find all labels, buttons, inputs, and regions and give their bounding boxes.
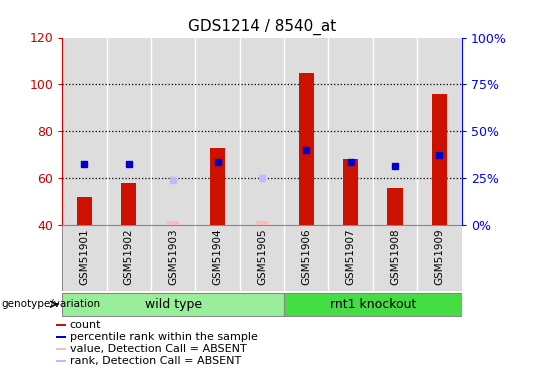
Text: GSM51904: GSM51904 bbox=[213, 228, 222, 285]
Text: GSM51902: GSM51902 bbox=[124, 228, 134, 285]
Text: GSM51908: GSM51908 bbox=[390, 228, 400, 285]
Text: GSM51909: GSM51909 bbox=[435, 228, 444, 285]
Bar bbox=[56, 348, 65, 350]
Bar bbox=[284, 225, 328, 291]
Bar bbox=[328, 225, 373, 291]
Bar bbox=[255, 222, 268, 225]
Bar bbox=[299, 73, 314, 225]
Bar bbox=[432, 94, 447, 225]
Bar bbox=[151, 38, 195, 225]
Bar bbox=[343, 159, 359, 225]
Text: wild type: wild type bbox=[145, 298, 201, 310]
Bar bbox=[417, 225, 462, 291]
Bar bbox=[62, 225, 106, 291]
Bar bbox=[195, 225, 240, 291]
Bar bbox=[167, 222, 179, 225]
Bar bbox=[240, 38, 284, 225]
Bar bbox=[77, 197, 92, 225]
Text: rank, Detection Call = ABSENT: rank, Detection Call = ABSENT bbox=[70, 356, 241, 366]
Text: GSM51907: GSM51907 bbox=[346, 228, 356, 285]
Bar bbox=[62, 292, 284, 316]
Bar bbox=[56, 336, 65, 338]
Bar bbox=[284, 292, 462, 316]
Bar bbox=[328, 38, 373, 225]
Title: GDS1214 / 8540_at: GDS1214 / 8540_at bbox=[188, 18, 336, 35]
Bar bbox=[151, 225, 195, 291]
Text: value, Detection Call = ABSENT: value, Detection Call = ABSENT bbox=[70, 344, 246, 354]
Text: GSM51903: GSM51903 bbox=[168, 228, 178, 285]
Bar bbox=[106, 38, 151, 225]
Bar bbox=[240, 225, 284, 291]
Bar bbox=[387, 188, 403, 225]
Bar bbox=[62, 38, 106, 225]
Text: GSM51906: GSM51906 bbox=[301, 228, 311, 285]
Bar bbox=[121, 183, 137, 225]
Bar bbox=[106, 225, 151, 291]
Bar bbox=[56, 360, 65, 362]
Text: percentile rank within the sample: percentile rank within the sample bbox=[70, 332, 258, 342]
Text: genotype/variation: genotype/variation bbox=[2, 298, 101, 309]
Bar bbox=[373, 38, 417, 225]
Bar bbox=[210, 148, 225, 225]
Bar bbox=[373, 225, 417, 291]
Bar bbox=[56, 324, 65, 326]
Text: GSM51905: GSM51905 bbox=[257, 228, 267, 285]
Bar bbox=[195, 38, 240, 225]
Text: count: count bbox=[70, 320, 101, 330]
Bar bbox=[417, 38, 462, 225]
Text: rnt1 knockout: rnt1 knockout bbox=[330, 298, 416, 310]
Text: GSM51901: GSM51901 bbox=[79, 228, 89, 285]
Bar bbox=[284, 38, 328, 225]
